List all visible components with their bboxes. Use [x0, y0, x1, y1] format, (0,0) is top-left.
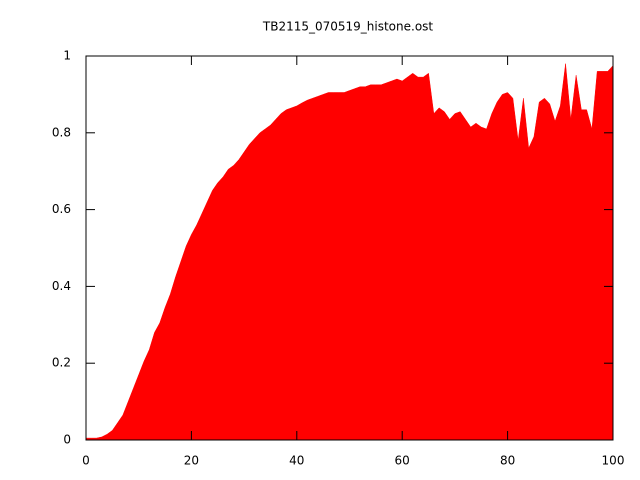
x-tick-label: 80	[500, 454, 515, 468]
x-tick-label: 0	[82, 454, 90, 468]
y-tick-label: 0.6	[52, 202, 71, 216]
y-tick-label: 0.4	[52, 279, 71, 293]
y-tick-label: 0	[63, 433, 71, 447]
x-tick-label: 60	[395, 454, 410, 468]
x-tick-label: 100	[602, 454, 625, 468]
y-tick-label: 1	[63, 49, 71, 63]
y-tick-label: 0.2	[52, 356, 71, 370]
x-tick-label: 20	[184, 454, 199, 468]
area	[85, 63, 614, 441]
plot-frame	[85, 55, 614, 441]
x-tick-label: 40	[289, 454, 304, 468]
chart-title: TB2115_070519_histone.ost	[262, 20, 434, 34]
y-tick-label: 0.8	[52, 125, 71, 139]
